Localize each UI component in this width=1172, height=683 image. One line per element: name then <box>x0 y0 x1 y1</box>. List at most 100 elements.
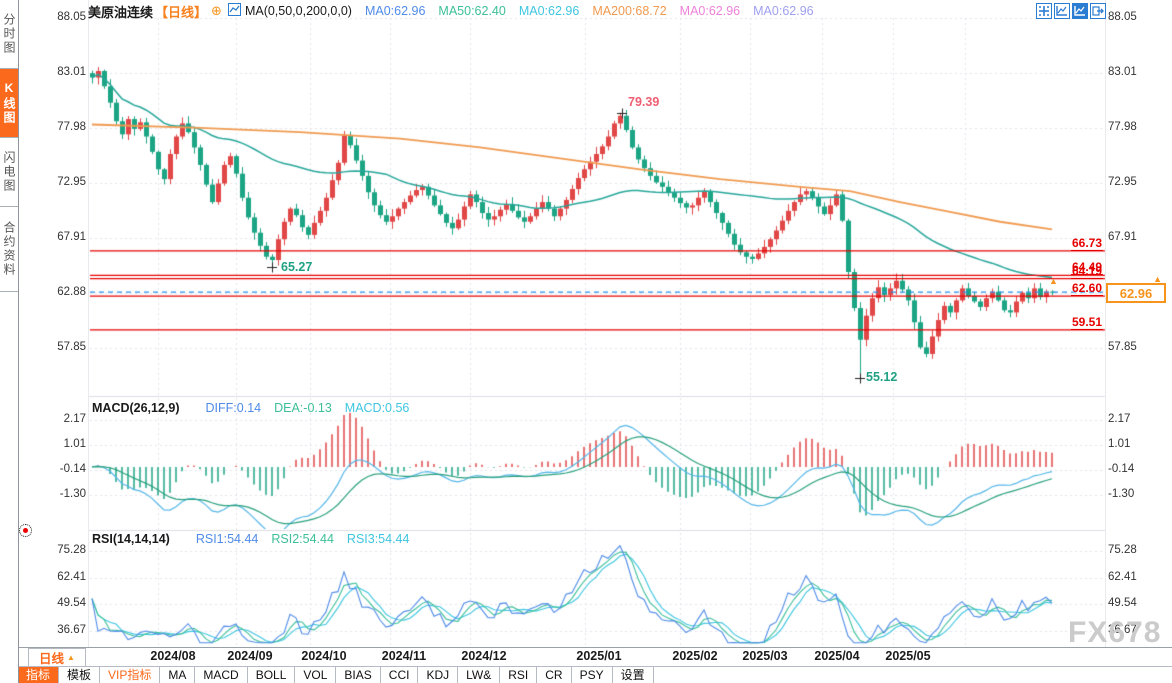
ma-value-3: MA200:68.72 <box>592 4 667 18</box>
toolbar-tab-CCI[interactable]: CCI <box>381 667 419 683</box>
chevron-up-icon: ▲ <box>67 653 75 662</box>
rsi-axis-label: 75.28 <box>57 544 86 556</box>
macd-axis-label: 1.01 <box>1108 438 1131 451</box>
sidebar-tab-闪电图[interactable]: 闪电图 <box>0 138 18 207</box>
level-price-label: 62.60 <box>1070 281 1103 297</box>
date-label: 2024/11 <box>381 649 427 663</box>
date-label: 2025/03 <box>742 649 788 663</box>
rsi-value-2: RSI3:54.44 <box>346 532 410 546</box>
price-axis-label: 88.05 <box>57 11 86 23</box>
left-sidebar: 分时图 K线图 闪电图 合约资料 <box>0 0 19 683</box>
ma-formula: MA(0,50,0,200,0,0) <box>244 4 352 18</box>
price-axis-label: 77.98 <box>57 121 86 133</box>
target-icon[interactable] <box>19 524 32 537</box>
left-axis-divider <box>88 0 89 647</box>
current-price-value: 62.96 <box>1119 285 1153 301</box>
current-price-badge: 62.96 ▲ <box>1106 274 1166 303</box>
price-axis-label: 77.98 <box>1108 121 1137 133</box>
macd-axis-label: 1.01 <box>63 438 86 451</box>
macd-axis-label: 2.17 <box>1108 413 1131 426</box>
macd-axis-label: -1.30 <box>59 487 86 500</box>
ma-value-0: MA0:62.96 <box>364 4 426 18</box>
price-axis-label: 57.85 <box>1108 340 1137 353</box>
sidebar-tab-K线图[interactable]: K线图 <box>0 69 18 138</box>
date-label: 2025/05 <box>885 649 931 663</box>
rsi-axis-label: 62.41 <box>1108 570 1137 583</box>
indicator-toolbar: 指标 模板 VIP指标 MA MACD BOLL VOL BIAS CCI KDJ LW& RSI CR… <box>18 666 1172 683</box>
period-label[interactable]: 【日线】 <box>155 4 208 20</box>
rsi-axis-label: 36.67 <box>1108 623 1137 636</box>
macd-legend: MACD(26,12,9) DIFF:0.14 DEA:-0.13 MACD:0.56 <box>92 401 409 415</box>
macd-axis-label: -0.14 <box>1108 462 1135 475</box>
toolbar-tab-设置[interactable]: 设置 <box>613 667 654 683</box>
rsi-value-0: RSI1:54.44 <box>195 532 259 546</box>
toolbar-tab-MACD[interactable]: MACD <box>195 667 248 683</box>
toolbar-tab-CR[interactable]: CR <box>537 667 572 683</box>
macd-value-2: MACD:0.56 <box>344 401 410 415</box>
toolbar-tab-LW&[interactable]: LW& <box>458 667 501 683</box>
price-up-arrow-icon: ▲ <box>1153 274 1162 284</box>
macd-title: MACD(26,12,9) <box>92 401 180 415</box>
chart-resize-icon[interactable] <box>1054 3 1070 19</box>
sidebar-tab-合约资料[interactable]: 合约资料 <box>0 207 18 292</box>
level-price-label: 66.73 <box>1070 235 1103 251</box>
sidebar-tab-分时图[interactable]: 分时图 <box>0 0 18 69</box>
rsi-value-1: RSI2:54.44 <box>271 532 334 546</box>
candlestick-icon <box>227 3 241 19</box>
level-price-label: 64.19 <box>1070 263 1103 279</box>
toolbar-tab-KDJ[interactable]: KDJ <box>418 667 459 683</box>
add-indicator-icon[interactable]: ⊕ <box>211 3 222 18</box>
toolbar-tab-PSY[interactable]: PSY <box>572 667 613 683</box>
rsi-axis-label: 49.54 <box>1108 597 1137 610</box>
ma-value-4: MA0:62.96 <box>679 4 741 18</box>
period-selector[interactable]: 日线 ▲ <box>28 648 86 667</box>
rsi-axis-label: 62.41 <box>57 570 86 583</box>
date-label: 2024/10 <box>301 649 347 663</box>
chart-panel-icon[interactable] <box>1072 3 1088 19</box>
toolbar-tab-BIAS[interactable]: BIAS <box>336 667 381 683</box>
macd-value-0: DIFF:0.14 <box>205 401 262 415</box>
date-label: 2024/12 <box>461 649 507 663</box>
rsi-axis-label: 75.28 <box>1108 544 1137 556</box>
period-selector-label: 日线 <box>39 652 65 666</box>
price-arrow-marker: ▲ <box>1049 276 1058 286</box>
date-label: 2024/08 <box>150 649 196 663</box>
toolbar-tab-模板[interactable]: 模板 <box>59 667 101 683</box>
rsi-legend: RSI(14,14,14) RSI1:54.44 RSI2:54.44 RSI3:54… <box>92 532 409 546</box>
price-axis-label: 67.91 <box>57 231 86 244</box>
level-price-label: 59.51 <box>1070 314 1103 330</box>
toolbar-tab-BOLL[interactable]: BOLL <box>248 667 296 683</box>
level-price-label: 64.49 <box>1070 260 1103 276</box>
toolbar-tab-VIP指标[interactable]: VIP指标 <box>100 667 161 683</box>
price-axis-label: 72.95 <box>1108 175 1137 188</box>
price-annotation: 79.39 <box>628 95 660 109</box>
crosshair-icon[interactable] <box>1036 3 1052 19</box>
macd-axis-label: -0.14 <box>59 462 86 475</box>
toolbar-tab-VOL[interactable]: VOL <box>295 667 337 683</box>
chart-bottom-divider <box>18 647 1172 648</box>
price-axis-label: 88.05 <box>1108 11 1137 23</box>
watermark: FX678 <box>1068 616 1162 649</box>
chart-header: 美原油连续 【日线】 ⊕ MA(0,50,0,200,0,0) MA0:62.9… <box>88 2 814 20</box>
price-axis-label: 72.95 <box>57 175 86 188</box>
ma-value-1: MA50:62.40 <box>438 4 506 18</box>
symbol-title: 美原油连续 <box>88 4 154 20</box>
toolbar-tab-MA[interactable]: MA <box>160 667 196 683</box>
date-label: 2025/04 <box>814 649 860 663</box>
macd-axis-label: 2.17 <box>63 413 86 426</box>
toolbar-tab-RSI[interactable]: RSI <box>500 667 538 683</box>
ma-value-5: MA0:62.96 <box>753 4 814 18</box>
exit-icon[interactable] <box>1090 3 1106 19</box>
date-label: 2024/09 <box>227 649 273 663</box>
toolbar-tab-指标[interactable]: 指标 <box>18 667 60 683</box>
date-label: 2025/01 <box>576 649 622 663</box>
rsi-axis-label: 36.67 <box>57 623 86 636</box>
rsi-axis-label: 49.54 <box>57 597 86 610</box>
ma-legend: MA0:62.96 MA50:62.40 MA0:62.96 MA200:68.72 M… <box>352 4 814 18</box>
price-axis-label: 62.88 <box>57 285 86 298</box>
price-axis-label: 57.85 <box>57 340 86 353</box>
price-axis-label: 83.01 <box>1108 66 1137 79</box>
rsi-title: RSI(14,14,14) <box>92 532 170 546</box>
